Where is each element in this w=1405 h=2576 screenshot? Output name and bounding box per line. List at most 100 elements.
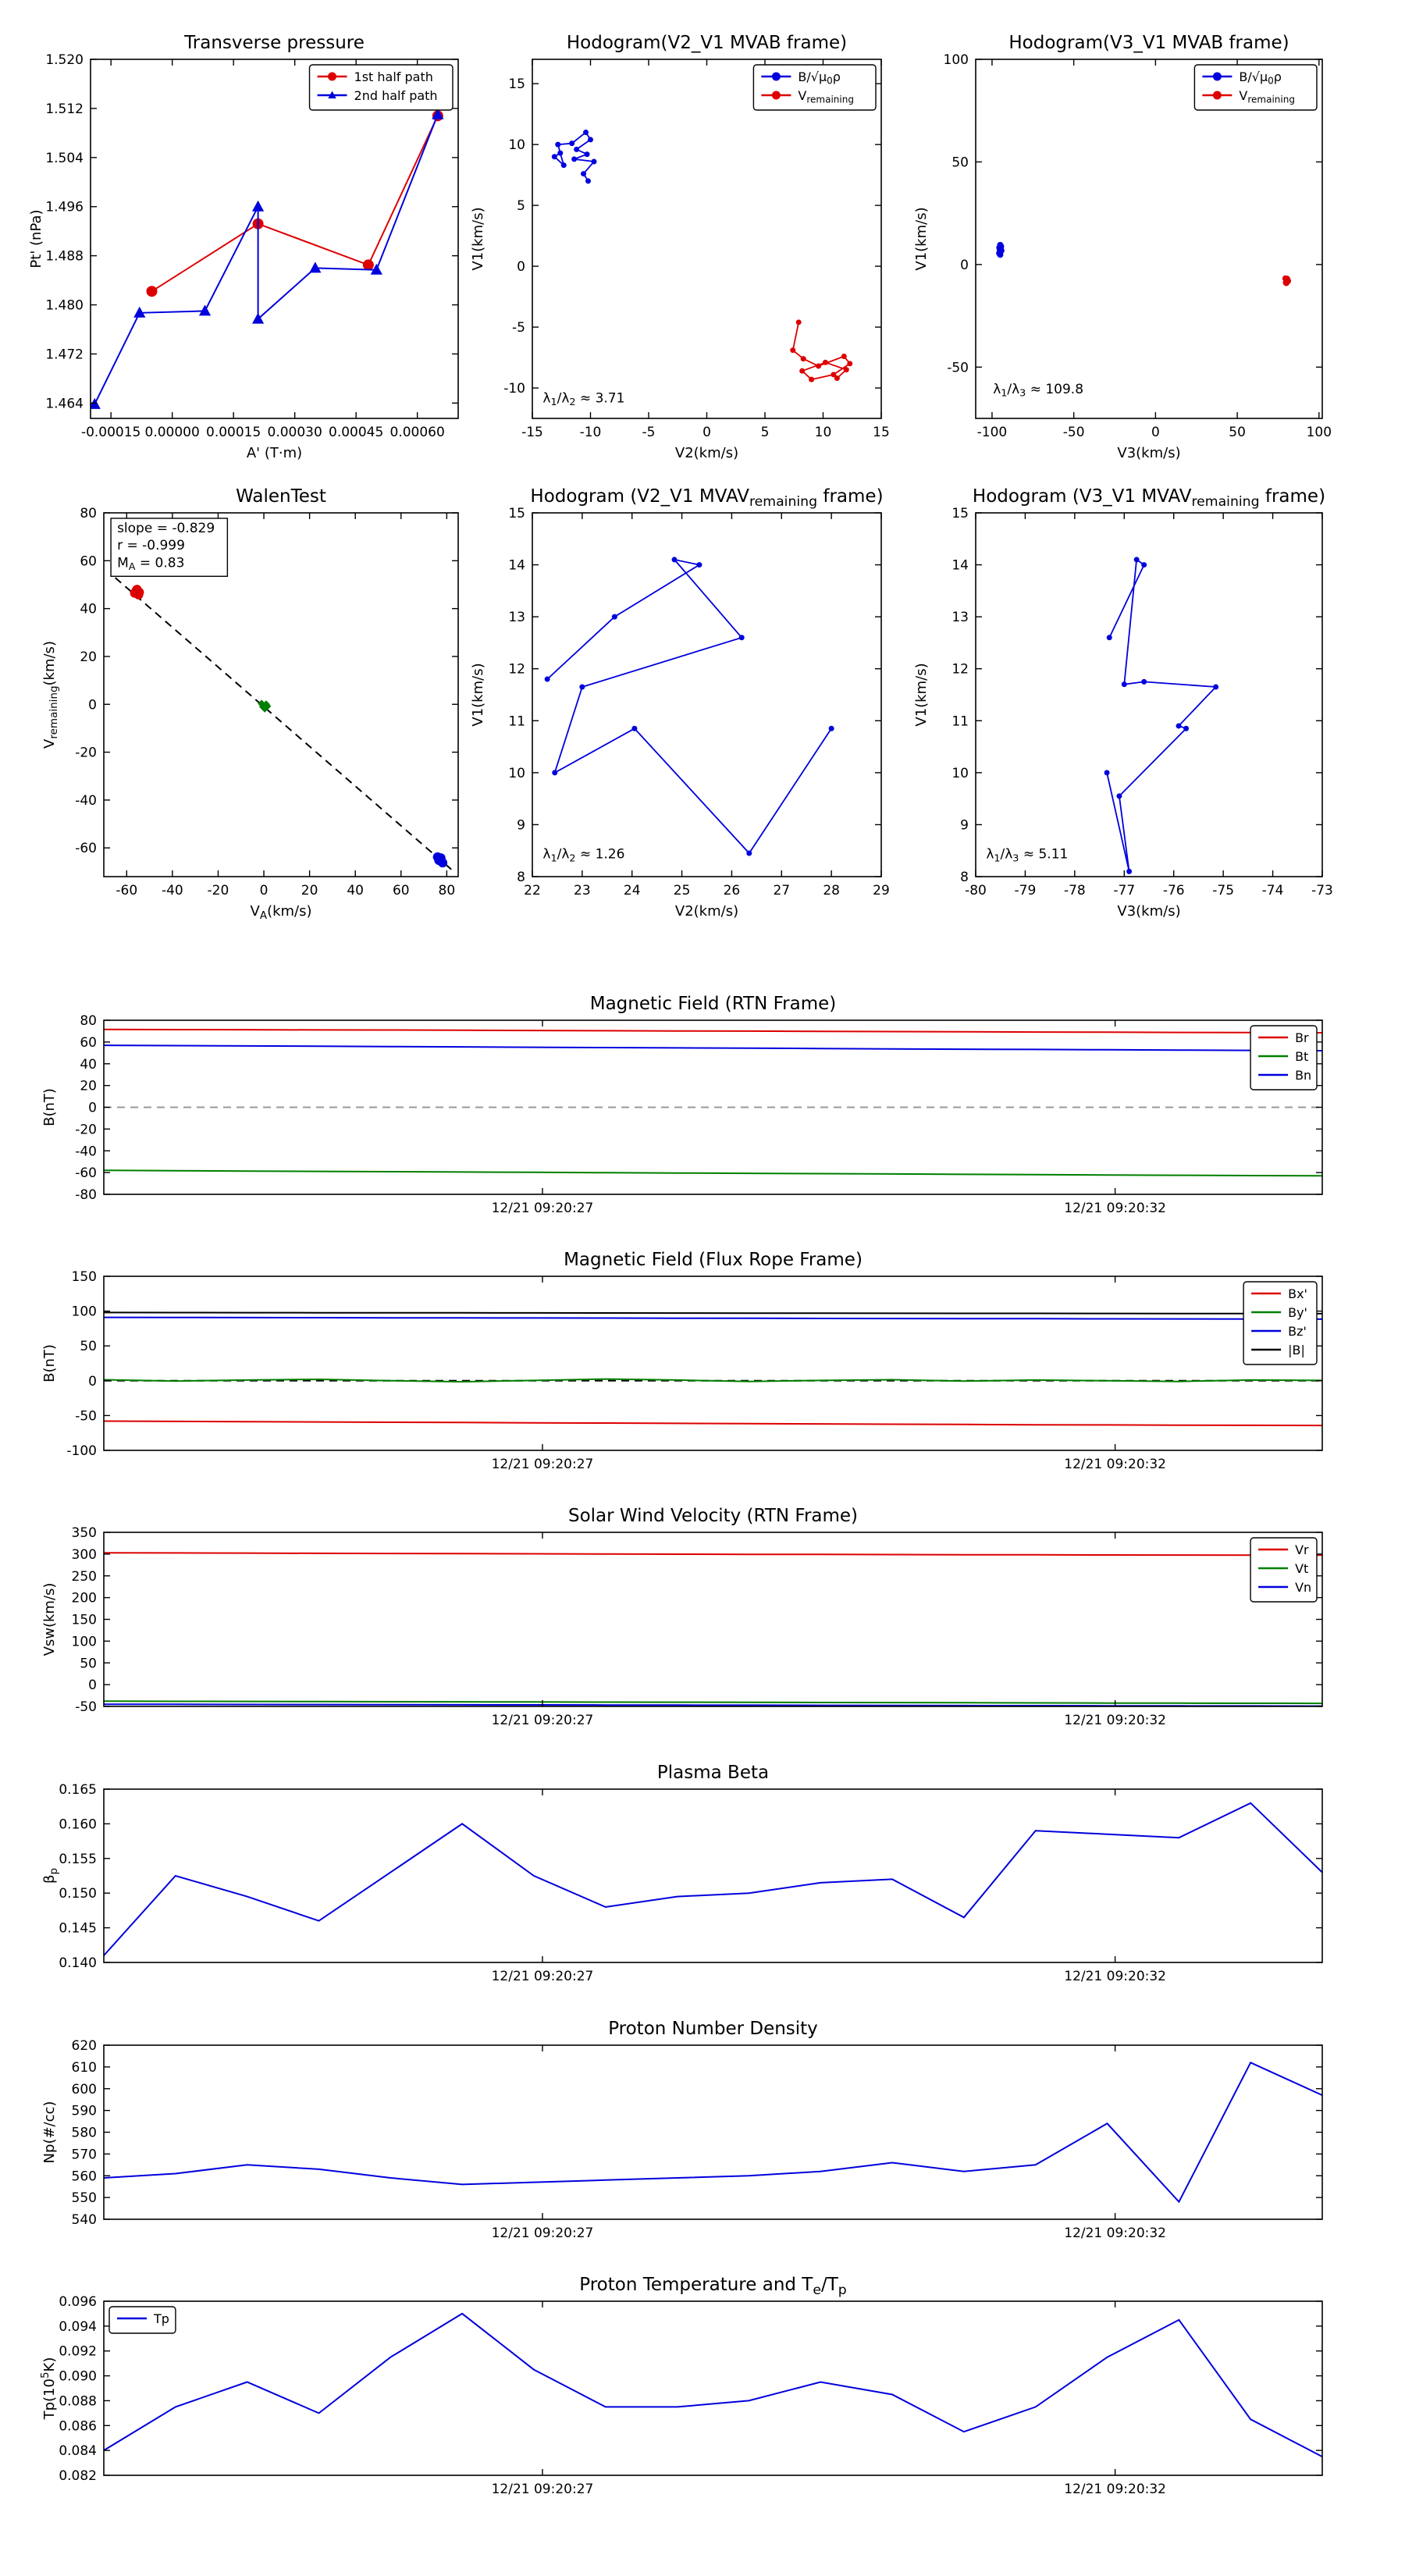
marker-diamond [260,703,269,712]
y-tick-label: 620 [72,2038,97,2054]
annotation: slope = -0.829 r = -0.999 MA = 0.83 [110,518,229,577]
chart-title: Hodogram (V3_V1 MVAVremaining frame) [973,486,1325,510]
marker-circle [1183,725,1190,731]
marker-circle [1141,562,1147,568]
y-tick-label: 14 [508,558,525,574]
marker-circle [771,91,781,100]
y-tick-label: 0.092 [59,2344,97,2360]
y-tick-label: 1.480 [45,298,84,314]
marker-circle [1284,277,1291,284]
x-tick-label: 12/21 09:20:32 [1064,1969,1166,1984]
marker-circle [328,72,337,81]
x-axis-label: V3(km/s) [1117,445,1180,461]
y-tick-label: 550 [72,2190,97,2206]
legend: 1st half path 2nd half path [308,64,454,111]
y-tick-label: 100 [944,52,969,68]
chart-svg-hodogram-v3v1-mvav: -80 -79 -78 -77 -76 -75 -74 -73 8 9 10 11 12 13 14 15 Ho… [913,486,1333,920]
chart-svg-vsw-rtn: 12/21 09:20:27 12/21 09:20:32 -50 0 50 100 150… [41,1506,1323,1728]
chart-plasma-beta: 12/21 09:20:27 12/21 09:20:32 0.140 0.145 0.… [35,1750,1335,2001]
x-tick-label: 12/21 09:20:27 [492,2226,594,2241]
marker-circle [133,587,143,597]
chart-hodogram-v2v1-mvav: 22 23 24 25 26 27 28 29 8 9 10 11 12 13 14 15 Hodogram (… [464,474,894,922]
chart-svg-bfield-fluxrope: 12/21 09:20:27 12/21 09:20:32 -100 -50 0 50 10… [41,1250,1323,1472]
y-tick-label: -20 [75,1122,97,1137]
marker-circle [569,141,575,147]
x-tick-label: 80 [439,883,456,898]
x-tick-label: 12/21 09:20:27 [492,2482,594,2497]
y-tick-label: 10 [508,766,525,781]
y-tick-label: 0.084 [59,2443,97,2459]
marker-circle [841,353,847,359]
x-tick-label: 23 [574,883,591,898]
marker-circle [555,141,561,148]
series-Bx' [104,1420,1322,1427]
y-axis-label: βp [41,1868,60,1884]
chart-title: Magnetic Field (RTN Frame) [590,994,837,1014]
marker-circle [1116,793,1122,799]
x-tick-label: 24 [624,883,641,898]
x-tick-label: 10 [815,425,832,440]
chart-proton-temperature: 12/21 09:20:27 12/21 09:20:32 0.082 0.084 0.… [35,2262,1335,2514]
series-group [104,2061,1322,2204]
chart-svg-proton-temperature: 12/21 09:20:27 12/21 09:20:32 0.082 0.084 0.… [39,2275,1323,2497]
x-tick-label: 12/21 09:20:32 [1064,2482,1166,2497]
axes-frame [90,59,459,419]
plot-area [532,59,881,418]
y-tick-label: 0.155 [59,1852,97,1867]
marker-circle [834,375,840,382]
marker-circle [998,245,1005,252]
marker-circle [671,557,678,563]
marker-circle [611,614,617,620]
annotation: λ1/λ3 ≈ 109.8 [993,382,1083,400]
x-tick-label: 0 [702,425,711,440]
y-tick-label: 9 [960,817,969,833]
series-group [104,2312,1322,2457]
y-tick-label: 50 [80,1656,97,1671]
y-tick-label: 0 [517,259,525,275]
y-tick-label: -40 [75,1144,97,1159]
marker-circle [1141,678,1147,685]
marker-circle [847,361,853,367]
marker-circle [809,376,815,382]
series-group [1104,557,1219,874]
legend-label: Vr [1295,1542,1309,1557]
marker-circle [583,130,589,136]
y-tick-label: -60 [75,841,97,856]
marker-triangle [198,304,212,316]
y-tick-label: -50 [75,1408,97,1424]
series-Tp [104,2312,1322,2457]
svg-text:slope = -0.829: slope = -0.829 [117,521,215,536]
chart-title: Hodogram(V3_V1 MVAB frame) [1008,33,1289,53]
x-tick-label: 29 [873,883,890,898]
y-tick-label: 40 [80,1057,97,1073]
x-tick-label: 20 [301,883,318,898]
chart-vsw-rtn: 12/21 09:20:27 12/21 09:20:32 -50 0 50 100 150… [35,1493,1335,1745]
y-tick-label: 600 [72,2082,97,2097]
y-tick-label: -10 [503,381,525,397]
y-axis-label: V1(km/s) [913,207,930,270]
x-tick-label: 26 [724,883,741,898]
marker-circle [584,151,590,158]
svg-text:MA = 0.83: MA = 0.83 [117,555,184,573]
x-tick-label: 0.00030 [268,425,322,440]
y-tick-label: 10 [508,137,525,153]
marker-circle [822,359,828,365]
legend: Br Bt Bn [1250,1025,1318,1091]
marker-diamond [261,700,270,709]
x-tick-label: 22 [524,883,541,898]
x-tick-label: 15 [873,425,890,440]
legend-label: Bn [1295,1068,1311,1083]
series-Vr [104,1552,1322,1557]
legend: Vr Vt Vn [1250,1537,1318,1603]
x-tick-label: -80 [965,883,987,898]
chart-bfield-fluxrope: 12/21 09:20:27 12/21 09:20:32 -100 -50 0 50 10… [35,1237,1335,1489]
x-tick-label: -20 [208,883,229,898]
x-tick-label: -100 [977,425,1008,440]
svg-text:λ1/λ3 ≈ 5.11: λ1/λ3 ≈ 5.11 [986,847,1068,865]
y-tick-label: 15 [508,76,525,92]
y-tick-label: 580 [72,2126,97,2141]
marker-circle [771,72,781,81]
svg-text:r = -0.999: r = -0.999 [117,538,185,553]
legend-label: Tp [153,2311,169,2326]
y-tick-label: 0.150 [59,1886,97,1902]
